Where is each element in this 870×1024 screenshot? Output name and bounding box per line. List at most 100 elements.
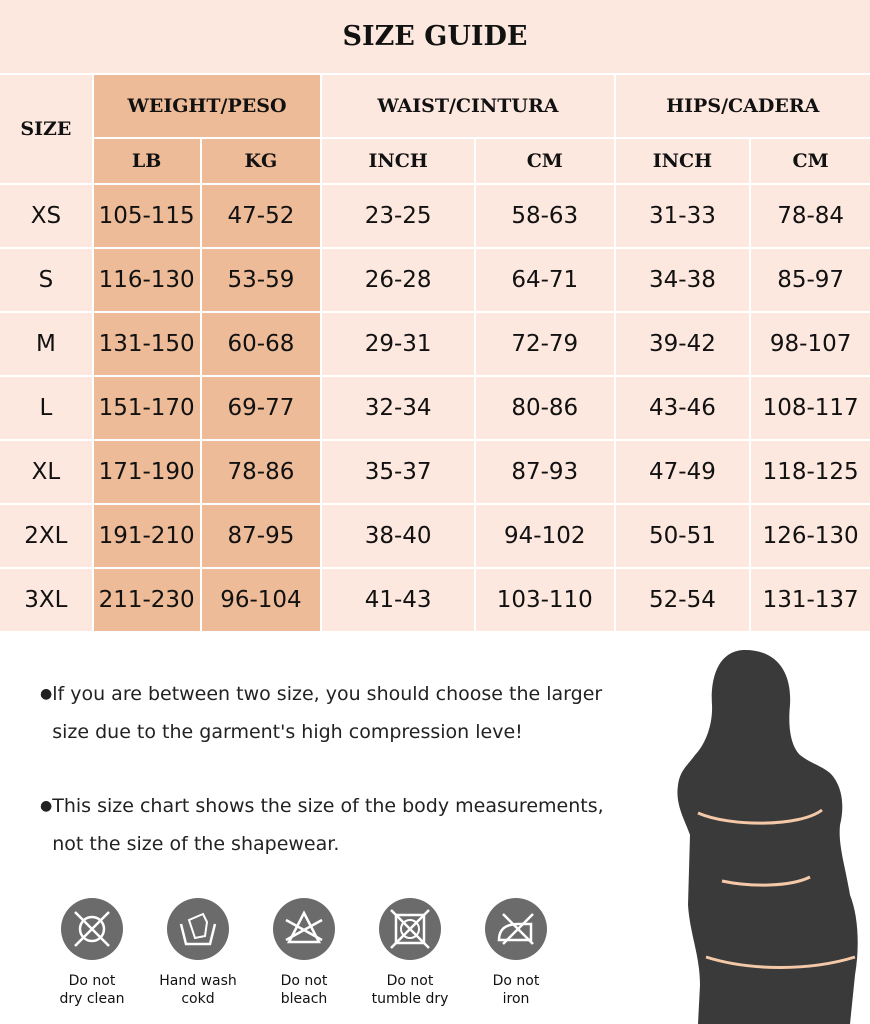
bullet-icon: ●	[40, 686, 53, 702]
cell-waist-cm: 72-79	[475, 313, 614, 375]
note-text: This size chart shows the size of the bo…	[52, 795, 604, 855]
header-kg: KG	[201, 139, 321, 183]
cell-lb: 131-150	[93, 313, 200, 375]
cell-waist-cm: 94-102	[475, 505, 614, 567]
note-item: ● This size chart shows the size of the b…	[40, 787, 620, 863]
care-label: Do not bleach	[249, 972, 359, 1008]
cell-size: XS	[0, 185, 92, 247]
table-row: 3XL 211-230 96-104 41-43 103-110 52-54 131-137	[0, 569, 870, 631]
cell-hips-inch: 34-38	[615, 249, 750, 311]
table-row: L 151-170 69-77 32-34 80-86 43-46 108-117	[0, 377, 870, 439]
cell-waist-inch: 41-43	[322, 569, 474, 631]
cell-lb: 211-230	[93, 569, 200, 631]
cell-waist-inch: 32-34	[322, 377, 474, 439]
cell-waist-inch: 23-25	[322, 185, 474, 247]
page-title: SIZE GUIDE	[0, 0, 870, 73]
care-label-line2: iron	[502, 991, 530, 1007]
cell-size: S	[0, 249, 92, 311]
cell-hips-inch: 47-49	[615, 441, 750, 503]
cell-kg: 87-95	[201, 505, 321, 567]
cell-hips-inch: 52-54	[615, 569, 750, 631]
no-iron-icon	[485, 898, 547, 960]
cell-waist-inch: 26-28	[322, 249, 474, 311]
cell-lb: 105-115	[93, 185, 200, 247]
cell-size: M	[0, 313, 92, 375]
care-label: Hand wash cokd	[143, 972, 253, 1008]
care-label-line1: Do not	[492, 973, 540, 989]
notes: ● lf you are between two size, you should…	[40, 675, 620, 899]
note-item: ● lf you are between two size, you should…	[40, 675, 620, 751]
header-lb: LB	[93, 139, 200, 183]
care-label: Do not tumble dry	[355, 972, 465, 1008]
care-label-line1: Do not	[280, 973, 328, 989]
care-label-line1: Hand wash	[159, 973, 237, 989]
cell-hips-cm: 85-97	[751, 249, 870, 311]
cell-kg: 78-86	[201, 441, 321, 503]
cell-waist-inch: 35-37	[322, 441, 474, 503]
care-label-line1: Do not	[68, 973, 116, 989]
no-bleach-icon	[273, 898, 335, 960]
header-hips: HIPS/CADERA	[615, 75, 870, 137]
care-label-line1: Do not	[386, 973, 434, 989]
cell-hips-cm: 126-130	[751, 505, 870, 567]
cell-size: L	[0, 377, 92, 439]
body-silhouette	[677, 650, 858, 1024]
header-waist-cm: CM	[475, 139, 614, 183]
cell-hips-cm: 98-107	[751, 313, 870, 375]
cell-kg: 47-52	[201, 185, 321, 247]
care-label-line2: cokd	[181, 991, 215, 1007]
care-label-line2: tumble dry	[371, 991, 449, 1007]
cell-hips-cm: 118-125	[751, 441, 870, 503]
care-label: Do not iron	[461, 972, 571, 1008]
care-item: Do not bleach	[252, 898, 356, 1008]
no-dry-clean-icon	[61, 898, 123, 960]
care-item: Do not iron	[464, 898, 568, 1008]
table-row: S 116-130 53-59 26-28 64-71 34-38 85-97	[0, 249, 870, 311]
cell-lb: 116-130	[93, 249, 200, 311]
cell-size: 3XL	[0, 569, 92, 631]
table-row: XS 105-115 47-52 23-25 58-63 31-33 78-84	[0, 185, 870, 247]
cell-hips-cm: 131-137	[751, 569, 870, 631]
header-hips-cm: CM	[751, 139, 870, 183]
header-waist: WAIST/CINTURA	[322, 75, 614, 137]
cell-waist-inch: 38-40	[322, 505, 474, 567]
cell-kg: 96-104	[201, 569, 321, 631]
cell-kg: 60-68	[201, 313, 321, 375]
cell-hips-inch: 39-42	[615, 313, 750, 375]
cell-hips-inch: 31-33	[615, 185, 750, 247]
cell-kg: 53-59	[201, 249, 321, 311]
cell-hips-cm: 78-84	[751, 185, 870, 247]
cell-lb: 151-170	[93, 377, 200, 439]
cell-waist-cm: 64-71	[475, 249, 614, 311]
cell-waist-inch: 29-31	[322, 313, 474, 375]
cell-hips-inch: 43-46	[615, 377, 750, 439]
header-waist-inch: INCH	[322, 139, 474, 183]
cell-waist-cm: 103-110	[475, 569, 614, 631]
cell-hips-cm: 108-117	[751, 377, 870, 439]
cell-waist-cm: 58-63	[475, 185, 614, 247]
no-tumble-dry-icon	[379, 898, 441, 960]
cell-waist-cm: 87-93	[475, 441, 614, 503]
cell-lb: 191-210	[93, 505, 200, 567]
table-row: 2XL 191-210 87-95 38-40 94-102 50-51 126-130	[0, 505, 870, 567]
note-text: lf you are between two size, you should …	[52, 683, 603, 743]
care-item: Do not dry clean	[40, 898, 144, 1008]
cell-waist-cm: 80-86	[475, 377, 614, 439]
header-size: SIZE	[0, 75, 92, 183]
hand-wash-icon	[167, 898, 229, 960]
cell-size: 2XL	[0, 505, 92, 567]
cell-hips-inch: 50-51	[615, 505, 750, 567]
care-label-line2: bleach	[280, 991, 328, 1007]
cell-size: XL	[0, 441, 92, 503]
table-row: XL 171-190 78-86 35-37 87-93 47-49 118-125	[0, 441, 870, 503]
cell-kg: 69-77	[201, 377, 321, 439]
header-hips-inch: INCH	[615, 139, 750, 183]
care-item: Do not tumble dry	[358, 898, 462, 1008]
table-row: M 131-150 60-68 29-31 72-79 39-42 98-107	[0, 313, 870, 375]
care-label-line2: dry clean	[59, 991, 125, 1007]
bullet-icon: ●	[40, 798, 53, 814]
care-item: Hand wash cokd	[146, 898, 250, 1008]
size-table: SIZE WEIGHT/PESO WAIST/CINTURA HIPS/CADE…	[0, 73, 870, 633]
header-weight: WEIGHT/PESO	[93, 75, 321, 137]
care-instructions: Do not dry clean Hand wash cokd Do not bleach…	[40, 898, 570, 1008]
